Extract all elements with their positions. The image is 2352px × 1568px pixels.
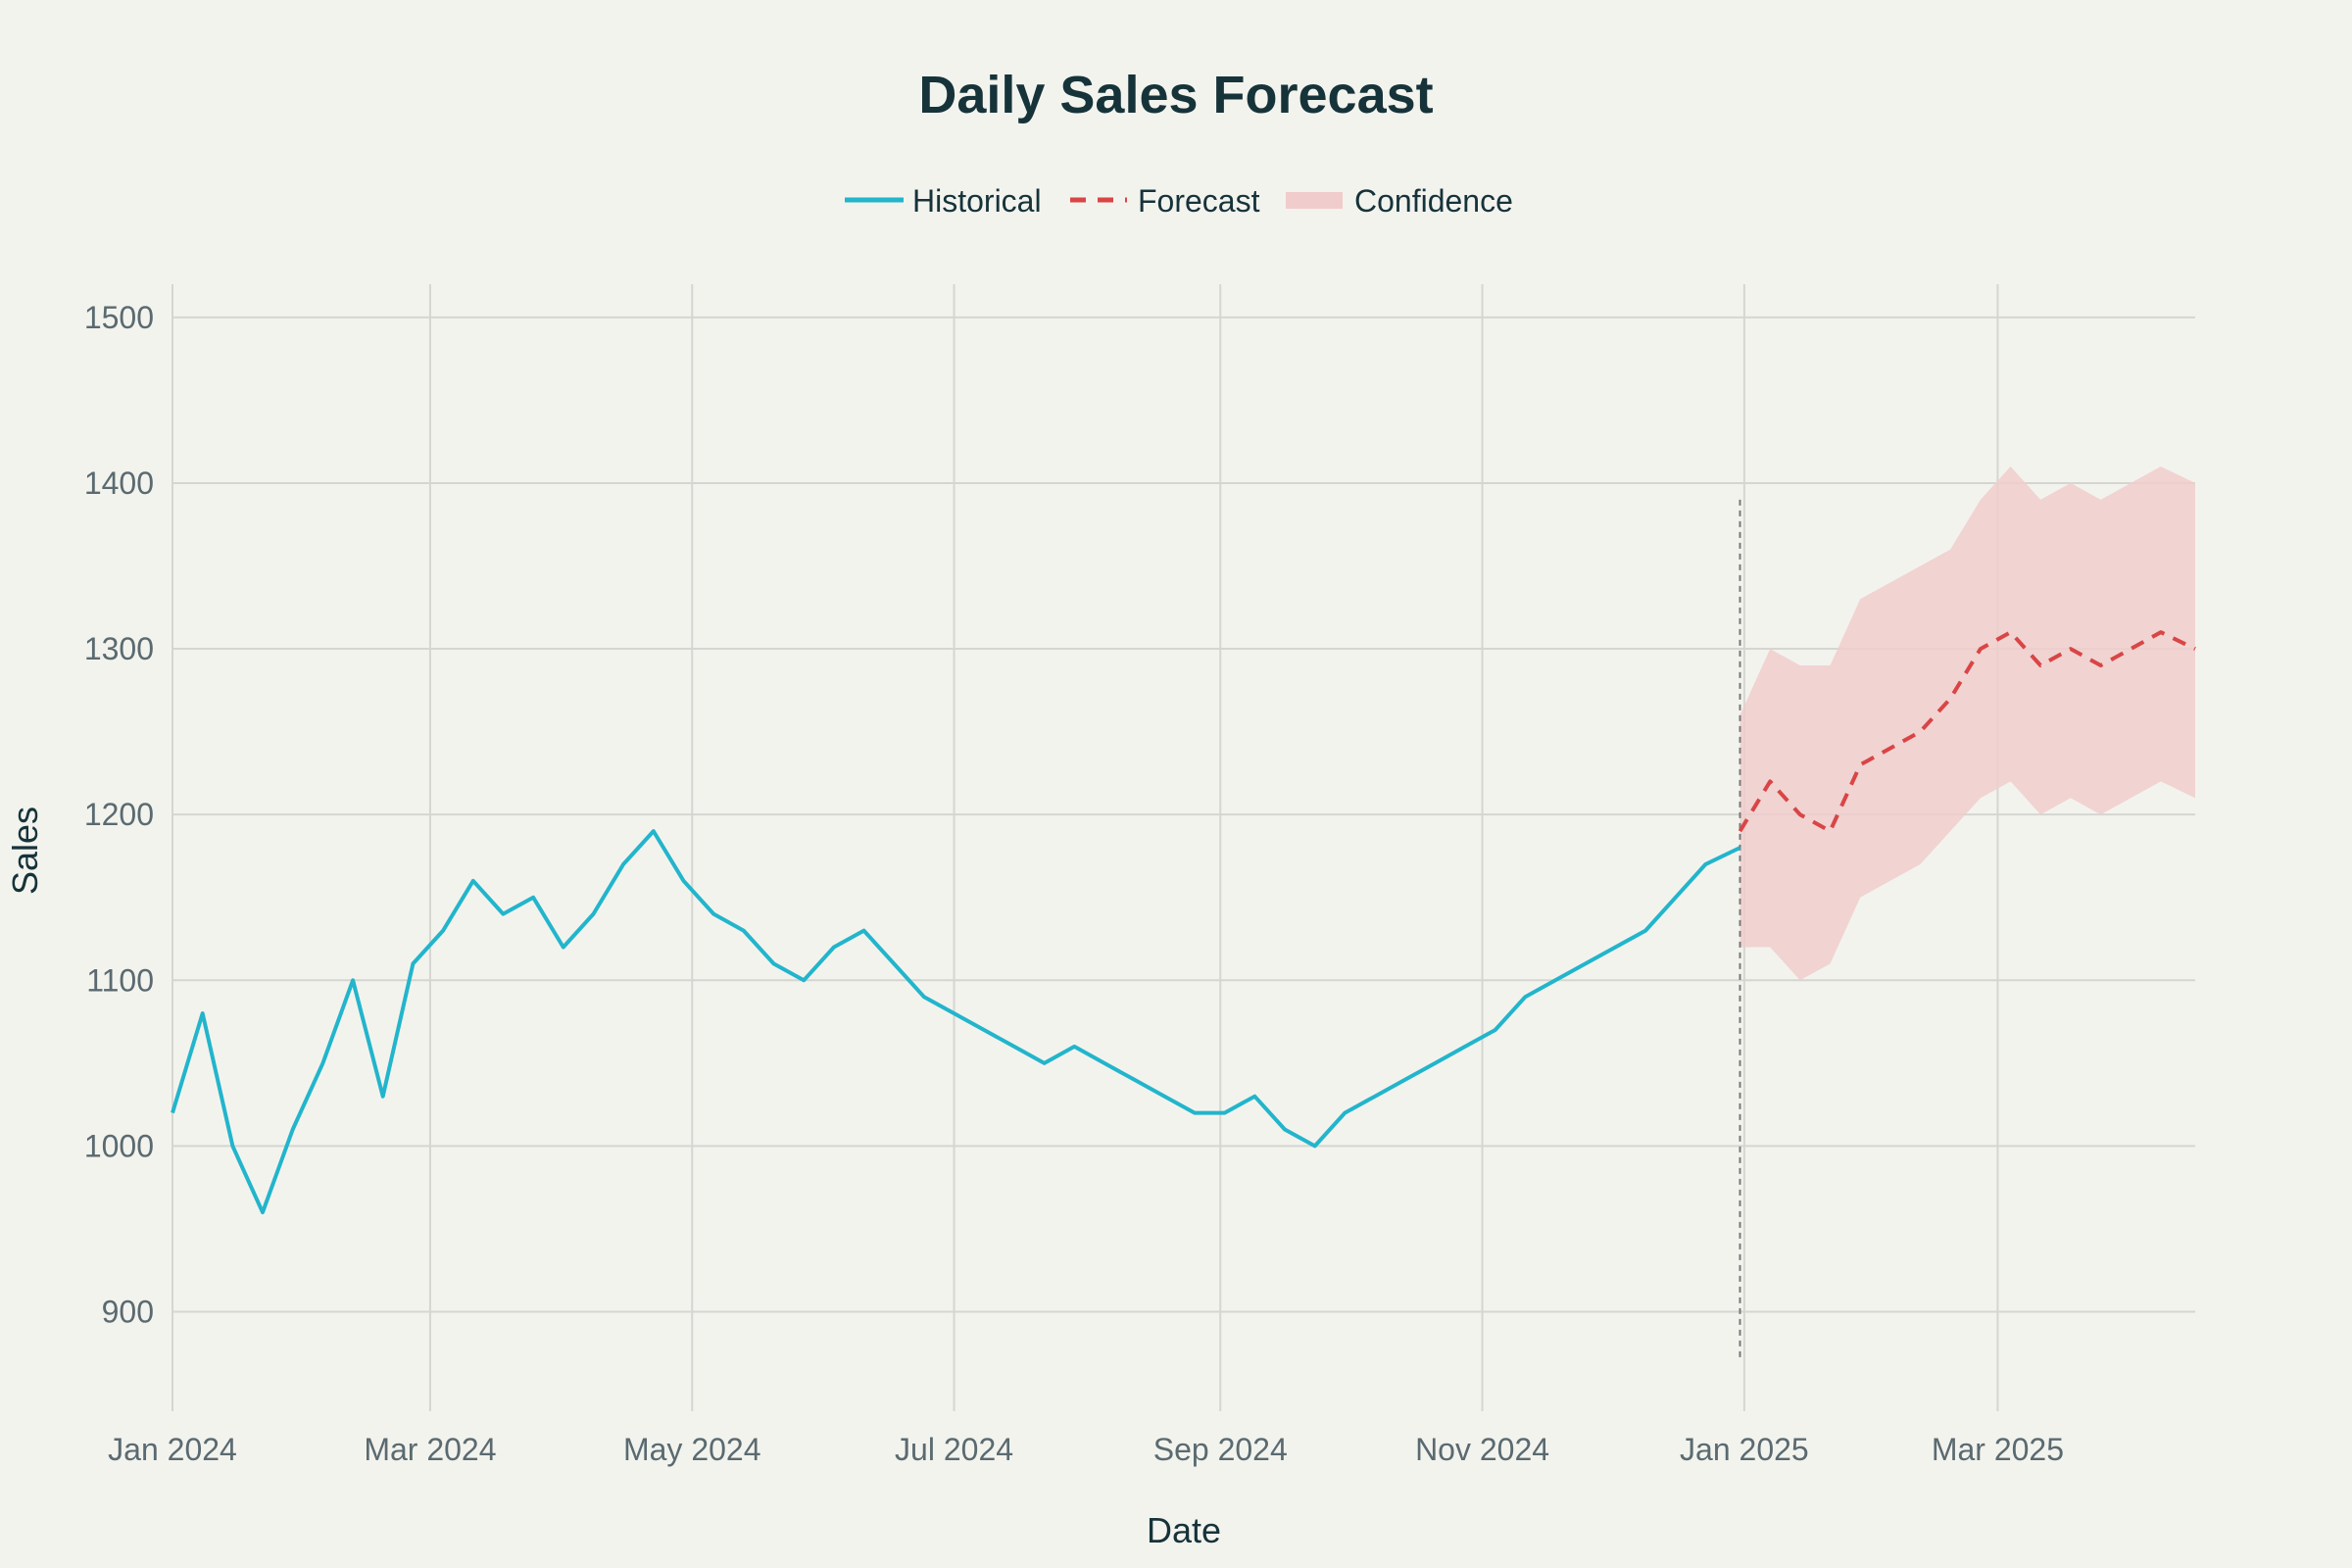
x-tick-label: Mar 2025 xyxy=(1932,1432,2064,1467)
series-layer xyxy=(171,499,2196,1362)
x-tick-label: Jan 2024 xyxy=(108,1432,237,1467)
forecast-line xyxy=(1738,630,2196,834)
legend-confidence-label: Confidence xyxy=(1354,183,1513,219)
x-tick-label: Jul 2024 xyxy=(895,1432,1013,1467)
chart-title: Daily Sales Forecast xyxy=(918,66,1433,124)
historical-line xyxy=(171,829,1741,1215)
x-tick-label: Nov 2024 xyxy=(1415,1432,1549,1467)
x-tick-label: Mar 2024 xyxy=(364,1432,496,1467)
confidence-band-layer xyxy=(1740,466,2195,981)
x-tick-labels: Jan 2024 Mar 2024 May 2024 Jul 2024 Sep 2024… xyxy=(108,1432,2064,1467)
legend-confidence-swatch xyxy=(1286,192,1343,209)
y-tick-label: 1300 xyxy=(84,631,154,666)
y-tick-label: 1400 xyxy=(84,466,154,501)
x-tick-label: May 2024 xyxy=(623,1432,761,1467)
y-tick-label: 1000 xyxy=(84,1128,154,1163)
legend: Historical Forecast Confidence xyxy=(845,183,1513,219)
y-tick-label: 1500 xyxy=(84,300,154,335)
x-gridlines xyxy=(172,284,1999,1411)
x-tick-label: Jan 2025 xyxy=(1680,1432,1809,1467)
y-tick-labels: 900 1000 1100 1200 1300 1400 1500 xyxy=(84,300,154,1330)
y-tick-label: 900 xyxy=(102,1295,154,1330)
x-tick-label: Sep 2024 xyxy=(1153,1432,1288,1467)
legend-historical-label: Historical xyxy=(912,183,1042,219)
y-tick-label: 1200 xyxy=(84,797,154,832)
y-axis-label: Sales xyxy=(5,807,45,895)
x-axis-label: Date xyxy=(1147,1510,1221,1550)
legend-forecast-label: Forecast xyxy=(1138,183,1260,219)
y-tick-label: 1100 xyxy=(86,962,154,998)
confidence-band xyxy=(1740,466,2195,981)
